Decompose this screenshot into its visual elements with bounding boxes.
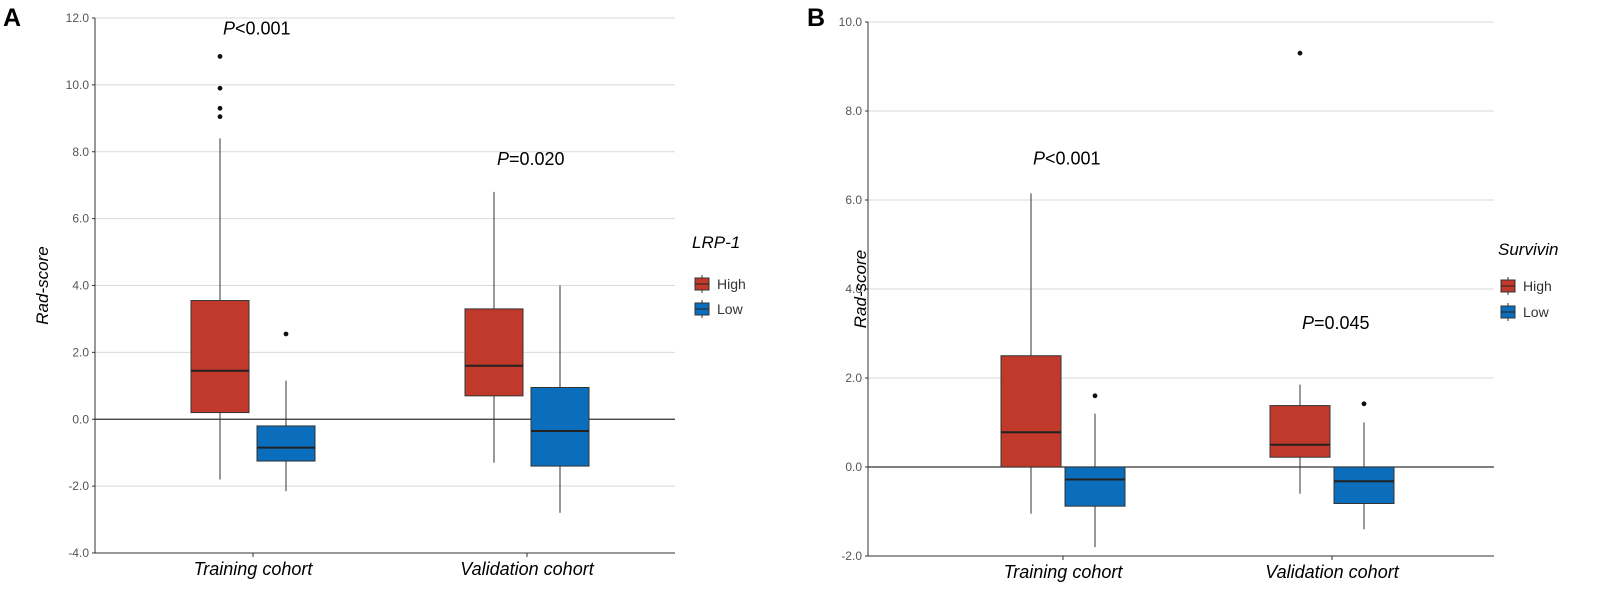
outlier-point bbox=[1297, 50, 1303, 56]
legend-label: Low bbox=[1523, 304, 1550, 320]
y-tick-label: 0.0 bbox=[845, 460, 862, 474]
p-value-annotation: P=0.020 bbox=[497, 149, 565, 169]
box-high bbox=[464, 191, 524, 463]
box-low bbox=[1064, 393, 1126, 548]
p-value-annotation: P=0.045 bbox=[1302, 313, 1370, 333]
y-tick-label: 6.0 bbox=[845, 193, 862, 207]
y-tick-label: 0.0 bbox=[72, 412, 89, 426]
box-high bbox=[1000, 193, 1062, 514]
y-tick-label: 2.0 bbox=[72, 345, 89, 359]
panel-letter: A bbox=[3, 4, 21, 32]
y-axis-title: Rad-score bbox=[33, 246, 52, 324]
panel-b: B -2.0 0.0 2.0 4.0 6.0 8.0 10.0 Training cohort V… bbox=[807, 4, 1558, 582]
p-value-annotation: P<0.001 bbox=[1033, 148, 1101, 168]
legend: LRP-1 High Low bbox=[692, 233, 746, 318]
box-low bbox=[1333, 401, 1395, 530]
y-tick-label: 4.0 bbox=[72, 279, 89, 293]
x-tick-label: Validation cohort bbox=[460, 559, 594, 579]
panel-letter: B bbox=[807, 4, 825, 32]
p-value-annotation: P<0.001 bbox=[223, 19, 291, 39]
y-tick-label: -4.0 bbox=[68, 546, 89, 560]
y-tick-label: -2.0 bbox=[68, 479, 89, 493]
y-tick-label: 4.0 bbox=[845, 282, 862, 296]
box-low bbox=[530, 285, 590, 513]
y-tick-label: 2.0 bbox=[845, 371, 862, 385]
y-tick-label: 6.0 bbox=[72, 212, 89, 226]
box-body bbox=[1064, 466, 1126, 507]
legend-label: Low bbox=[717, 301, 744, 317]
box-high bbox=[190, 54, 250, 480]
box-body bbox=[256, 425, 316, 462]
box-body bbox=[190, 300, 250, 414]
legend-title: Survivin bbox=[1498, 240, 1558, 259]
x-tick-label: Training cohort bbox=[194, 559, 314, 579]
y-tick-label: 12.0 bbox=[66, 11, 90, 25]
legend-label: High bbox=[1523, 278, 1552, 294]
box-body bbox=[1269, 405, 1331, 458]
y-tick-label: -2.0 bbox=[841, 549, 862, 563]
box-low bbox=[256, 331, 316, 492]
legend: Survivin High Low bbox=[1498, 240, 1558, 321]
outlier-point bbox=[217, 114, 223, 120]
outlier-point bbox=[217, 105, 223, 111]
outlier-point bbox=[283, 331, 289, 337]
outlier-point bbox=[1361, 401, 1367, 407]
y-axis-title: Rad-score bbox=[851, 250, 870, 328]
legend-label: High bbox=[717, 276, 746, 292]
box-body bbox=[464, 308, 524, 397]
y-tick-label: 8.0 bbox=[72, 145, 89, 159]
outlier-point bbox=[217, 85, 223, 91]
outlier-point bbox=[1092, 393, 1098, 399]
y-tick-label: 10.0 bbox=[66, 78, 90, 92]
box-body bbox=[1000, 355, 1062, 468]
x-tick-label: Validation cohort bbox=[1265, 562, 1399, 582]
box-high bbox=[1269, 50, 1331, 494]
y-tick-label: 10.0 bbox=[839, 15, 863, 29]
box-body bbox=[530, 386, 590, 467]
legend-title: LRP-1 bbox=[692, 233, 740, 252]
outlier-point bbox=[217, 54, 223, 59]
panel-a: A -4.0 -2.0 0.0 2.0 4.0 6.0 8.0 10.0 12.0 Training… bbox=[3, 4, 746, 579]
box-body bbox=[1333, 466, 1395, 504]
x-tick-label: Training cohort bbox=[1004, 562, 1124, 582]
y-tick-label: 8.0 bbox=[845, 104, 862, 118]
